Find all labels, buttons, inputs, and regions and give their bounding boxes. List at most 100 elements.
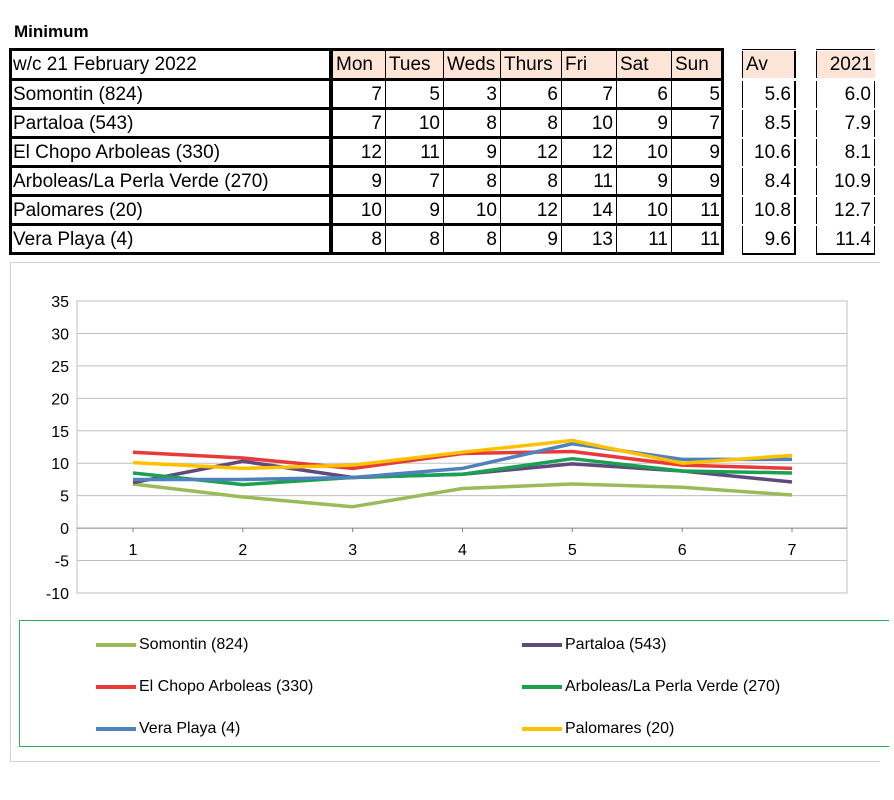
legend-item: Somontin (824) — [96, 635, 248, 655]
day-value: 7 — [385, 168, 443, 195]
legend-swatch — [96, 684, 136, 689]
day-header-fri: Fri — [561, 51, 616, 78]
day-value: 3 — [443, 81, 500, 108]
x-tick-label: 5 — [568, 542, 577, 559]
day-value: 5 — [671, 81, 723, 108]
prev-year-value: 11.4 — [816, 226, 875, 253]
legend-swatch — [522, 726, 562, 731]
series-line-3 — [132, 456, 793, 487]
x-tick-label: 7 — [788, 542, 797, 559]
y-tick-label: 25 — [51, 359, 69, 376]
day-value: 7 — [671, 110, 723, 137]
y-tick-label: 30 — [51, 326, 69, 343]
day-value: 8 — [443, 110, 500, 137]
day-value: 9 — [671, 139, 723, 166]
prev-year-value: 7.9 — [816, 110, 875, 137]
average-value: 10.8 — [742, 197, 796, 224]
day-value: 7 — [332, 110, 385, 137]
day-value: 10 — [616, 139, 671, 166]
day-value: 10 — [443, 197, 500, 224]
day-value: 9 — [443, 139, 500, 166]
legend-swatch — [96, 726, 136, 731]
day-header-sun: Sun — [671, 51, 723, 78]
table-row-border — [10, 48, 724, 51]
day-value: 10 — [561, 110, 616, 137]
day-value: 8 — [443, 226, 500, 253]
series-line-5 — [132, 438, 793, 471]
y-tick-label: 5 — [60, 489, 69, 506]
day-header-thurs: Thurs — [500, 51, 561, 78]
x-tick-label: 2 — [238, 542, 247, 559]
table-column-border — [329, 48, 332, 255]
table-column-border — [721, 48, 724, 255]
day-value: 12 — [500, 197, 561, 224]
legend-label: Partaloa (543) — [565, 636, 667, 653]
legend-item: Partaloa (543) — [522, 635, 666, 655]
day-value: 14 — [561, 197, 616, 224]
legend-swatch — [96, 642, 136, 647]
station-name: Somontin (824) — [13, 84, 143, 105]
day-value: 10 — [332, 197, 385, 224]
y-tick-label: 15 — [51, 424, 69, 441]
x-tick-label: 6 — [678, 542, 687, 559]
day-value: 12 — [561, 139, 616, 166]
table-row-border — [10, 223, 724, 226]
day-value: 11 — [385, 139, 443, 166]
average-value: 8.4 — [742, 168, 796, 195]
summary-column-frame — [816, 49, 875, 255]
series-line-0 — [132, 482, 793, 509]
day-value: 7 — [332, 81, 385, 108]
day-value: 8 — [500, 168, 561, 195]
table-row-border — [10, 165, 724, 168]
legend-item: Arboleas/La Perla Verde (270) — [522, 677, 780, 697]
station-name: Vera Playa (4) — [13, 229, 134, 250]
day-value: 13 — [561, 226, 616, 253]
average-value: 9.6 — [742, 226, 796, 253]
summary-column-frame — [742, 49, 796, 255]
station-name: Palomares (20) — [13, 200, 143, 221]
table-row-border — [10, 136, 724, 139]
prev-year-value: 12.7 — [816, 197, 875, 224]
table-row-border — [10, 78, 724, 81]
day-value: 9 — [332, 168, 385, 195]
day-value: 9 — [385, 197, 443, 224]
day-value: 11 — [671, 197, 723, 224]
day-value: 8 — [443, 168, 500, 195]
x-tick-label: 3 — [348, 542, 357, 559]
x-tick-label: 4 — [458, 542, 467, 559]
series-line-4 — [133, 442, 792, 482]
day-value: 11 — [671, 226, 723, 253]
day-header-mon: Mon — [332, 51, 385, 78]
day-value: 9 — [671, 168, 723, 195]
legend-label: Palomares (20) — [565, 720, 675, 737]
y-tick-label: 0 — [60, 521, 69, 538]
legend-label: El Chopo Arboleas (330) — [139, 678, 314, 695]
day-value: 10 — [616, 197, 671, 224]
page-title: Minimum — [14, 22, 89, 41]
table-row-border — [10, 252, 724, 255]
line-chart: 35 30 25 20 15 10 5 0 -5 -10 1 2 3 4 5 6 7 — [46, 294, 848, 603]
chart-area: 35 30 25 20 15 10 5 0 -5 -10 1 2 3 4 5 6 7 — [10, 262, 880, 762]
day-header-tues: Tues — [385, 51, 443, 78]
average-value: 8.5 — [742, 110, 796, 137]
day-value: 12 — [500, 139, 561, 166]
day-value: 6 — [616, 81, 671, 108]
day-header-sat: Sat — [616, 51, 671, 78]
day-value: 8 — [332, 226, 385, 253]
day-value: 10 — [385, 110, 443, 137]
day-value: 11 — [616, 226, 671, 253]
day-value: 12 — [332, 139, 385, 166]
prev-year-value: 6.0 — [816, 81, 875, 108]
day-value: 9 — [500, 226, 561, 253]
legend-swatch — [522, 642, 562, 647]
table-column-border — [9, 48, 12, 255]
week-label: w/c 21 February 2022 — [13, 54, 197, 75]
station-name: Arboleas/La Perla Verde (270) — [13, 171, 269, 192]
prev-year-header: 2021 — [816, 51, 875, 78]
legend-item: Vera Playa (4) — [96, 719, 240, 739]
y-tick-label: 10 — [51, 456, 69, 473]
legend-item: El Chopo Arboleas (330) — [96, 677, 313, 697]
y-tick-label: 35 — [51, 294, 69, 311]
legend-item: Palomares (20) — [522, 719, 674, 739]
legend-label: Arboleas/La Perla Verde (270) — [565, 678, 781, 695]
